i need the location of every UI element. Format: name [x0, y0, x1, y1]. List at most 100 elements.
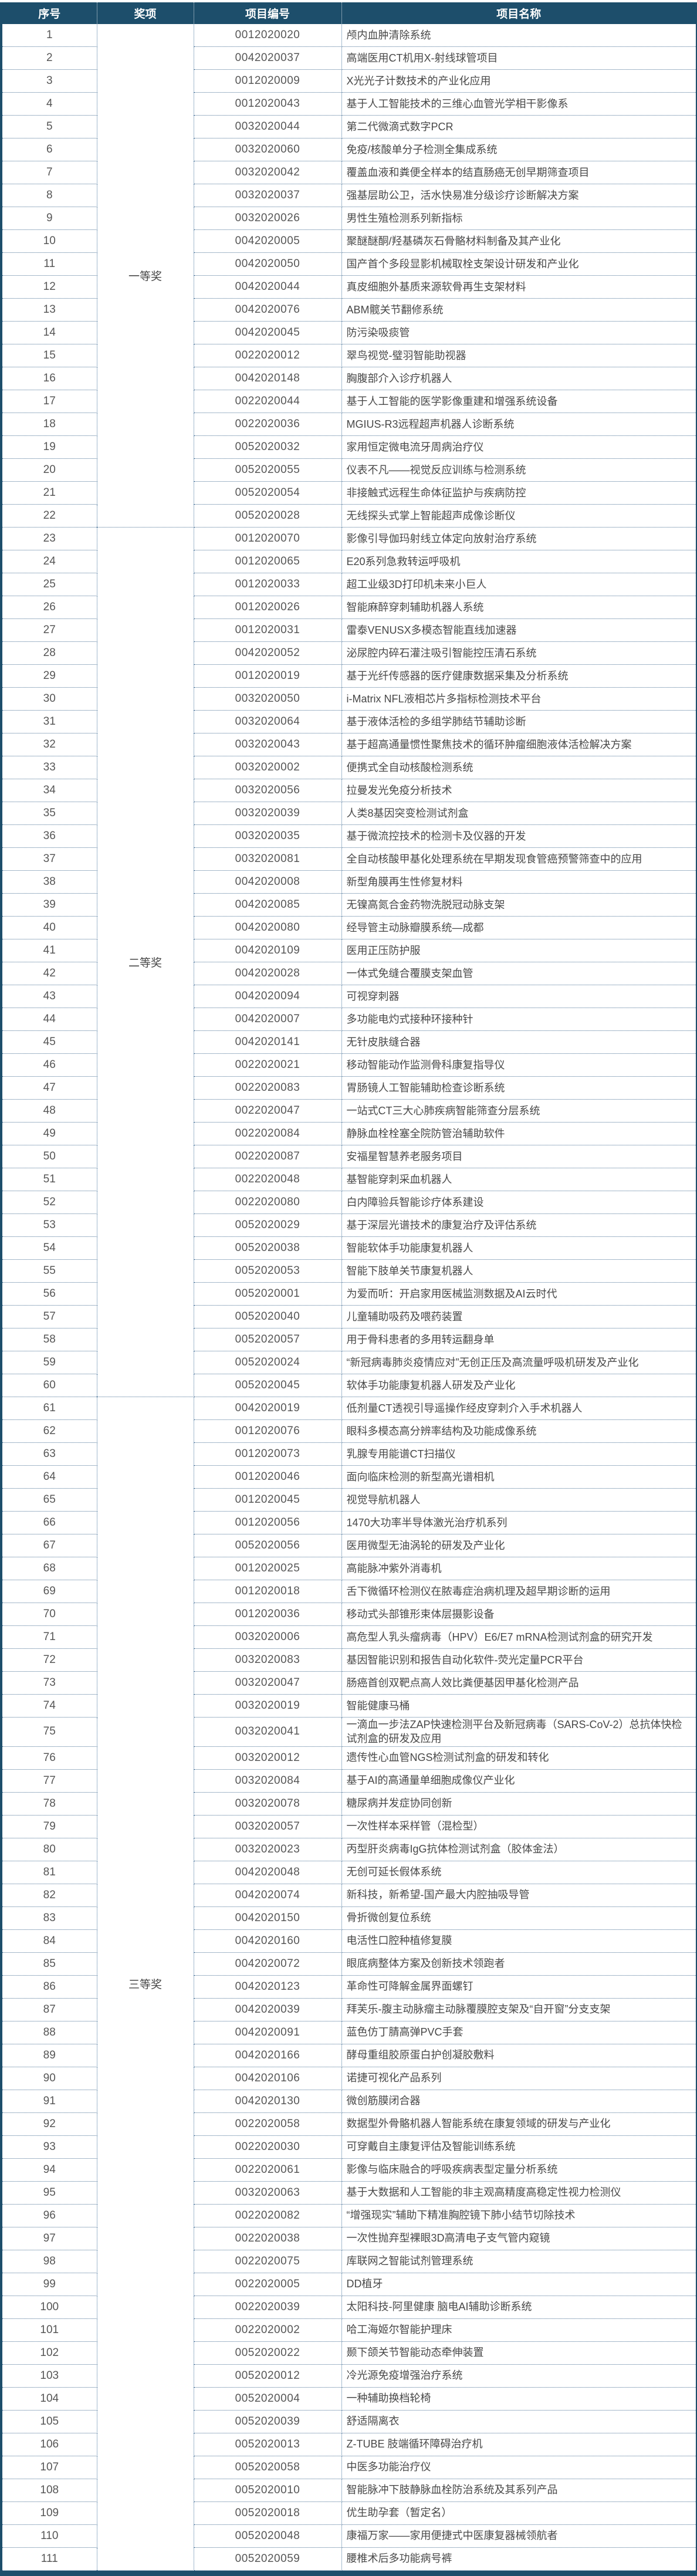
cell-name: 基于人工智能的医学影像重建和增强系统设备: [341, 390, 696, 413]
table-row: 73 0032020047 肠癌首创双靶点高人效比粪便基因甲基化检测产品: [2, 1671, 696, 1695]
cell-seq: 109: [2, 2501, 97, 2525]
cell-code: 0032020081: [194, 847, 342, 871]
cell-seq: 7: [2, 161, 97, 184]
cell-name: 一次性样本采样管（混检型）: [341, 1815, 696, 1838]
table-row: 105 0052020039 舒适隔离衣: [2, 2410, 696, 2433]
cell-name: 一次性抛弃型裸眼3D高清电子支气管内窥镜: [341, 2227, 696, 2250]
cell-name: “增强现实”辅助下精准胸腔镜下肺小结节切除技术: [341, 2204, 696, 2227]
cell-code: 0042020008: [194, 870, 342, 894]
cell-code: 0042020130: [194, 2090, 342, 2113]
cell-code: 0032020043: [194, 733, 342, 756]
cell-code: 0052020024: [194, 1351, 342, 1374]
cell-name: 真皮细胞外基质来源软骨再生支架材料: [341, 275, 696, 299]
cell-code: 0032020083: [194, 1648, 342, 1672]
table-row: 23 二等奖 0012020070 影像引导伽玛射线立体定向放射治疗系统: [2, 527, 696, 1397]
cell-name: 智能软体手功能康复机器人: [341, 1236, 696, 1260]
cell-seq: 93: [2, 2135, 97, 2159]
award-group-label: 一等奖: [97, 24, 194, 528]
table-row: 33 0032020002 便携式全自动核酸检测系统: [2, 756, 696, 779]
cell-code: 0022020061: [194, 2158, 342, 2182]
table-row: 92 0022020058 数据型外骨骼机器人智能系统在康复领域的研发与产业化: [2, 2112, 696, 2136]
table-row: 53 0052020029 基于深层光谱技术的康复治疗及评估系统: [2, 1213, 696, 1237]
cell-name: 诺捷可视化产品系列: [341, 2067, 696, 2090]
table-row: 91 0042020130 微创筋膜闭合器: [2, 2090, 696, 2113]
cell-name: 基于液体活检的多组学肺结节辅助诊断: [341, 710, 696, 733]
cell-name: 一滴血一步法ZAP快速检测平台及新冠病毒（SARS-CoV-2）总抗体快检试剂盒…: [341, 1717, 696, 1747]
cell-name: 蓝色仿丁腈高弹PVC手套: [341, 2021, 696, 2044]
cell-name: 舒适隔离衣: [341, 2410, 696, 2433]
cell-name: 静脉血栓栓塞全院防管治辅助软件: [341, 1122, 696, 1145]
cell-seq: 2: [2, 46, 97, 70]
cell-name: 基于超高通量惯性聚焦技术的循环肿瘤细胞液体活检解决方案: [341, 733, 696, 756]
cell-seq: 10: [2, 229, 97, 253]
cell-seq: 24: [2, 550, 97, 573]
cell-seq: 22: [2, 504, 97, 528]
cell-code: 0032020063: [194, 2181, 342, 2205]
cell-name: 影像引导伽玛射线立体定向放射治疗系统: [341, 527, 696, 550]
cell-seq: 29: [2, 664, 97, 688]
cell-name: 高端医用CT机用X-射线球管项目: [341, 46, 696, 70]
cell-code: 0052020022: [194, 2341, 342, 2365]
cell-seq: 42: [2, 962, 97, 985]
cell-seq: 87: [2, 1998, 97, 2021]
cell-seq: 4: [2, 92, 97, 116]
cell-code: 0052020045: [194, 1374, 342, 1397]
table-row: 42 0042020028 一体式免缝合覆膜支架血管: [2, 962, 696, 985]
cell-seq: 35: [2, 802, 97, 825]
cell-seq: 13: [2, 298, 97, 322]
cell-name: 拜芙乐-腹主动脉瘤主动脉覆膜腔支架及“自开窗”分支支架: [341, 1998, 696, 2021]
table-row: 36 0032020035 基于微流控技术的检测卡及仪器的开发: [2, 824, 696, 848]
cell-code: 0032020039: [194, 802, 342, 825]
cell-name: 基于AI的高通量单细胞成像仪产业化: [341, 1769, 696, 1793]
cell-name: 国产首个多段显影机械取栓支架设计研发和产业化: [341, 252, 696, 276]
cell-name: 医用微型无油涡轮的研发及产业化: [341, 1534, 696, 1557]
cell-code: 0012020019: [194, 664, 342, 688]
cell-seq: 85: [2, 1952, 97, 1976]
cell-seq: 66: [2, 1511, 97, 1534]
cell-code: 0052020010: [194, 2479, 342, 2502]
cell-name: 基于人工智能技术的三维心血管光学相干影像系: [341, 92, 696, 116]
col-header-name: 项目名称: [341, 2, 696, 24]
cell-name: 面向临床检测的新型高光谱相机: [341, 1465, 696, 1489]
cell-name: 泌尿腔内碎石灌注吸引智能控压清石系统: [341, 641, 696, 665]
cell-seq: 46: [2, 1053, 97, 1077]
table-row: 35 0032020039 人类8基因突变检测试剂盒: [2, 802, 696, 825]
cell-name: 可视穿刺器: [341, 985, 696, 1008]
cell-name: 无针皮肤缝合器: [341, 1030, 696, 1054]
cell-seq: 71: [2, 1625, 97, 1649]
cell-seq: 61: [2, 1397, 97, 1420]
cell-code: 0012020018: [194, 1580, 342, 1603]
cell-name: 全自动核酸甲基化处理系统在早期发现食管癌预警筛查中的应用: [341, 847, 696, 871]
cell-seq: 6: [2, 138, 97, 161]
cell-seq: 94: [2, 2158, 97, 2182]
cell-code: 0042020085: [194, 893, 342, 917]
cell-seq: 19: [2, 435, 97, 459]
cell-seq: 12: [2, 275, 97, 299]
table-row: 47 0022020083 胃肠镜人工智能辅助检查诊断系统: [2, 1076, 696, 1100]
cell-seq: 111: [2, 2547, 97, 2571]
table-row: 5 0032020044 第二代微滴式数字PCR: [2, 115, 696, 138]
cell-name: 无镍高氮合金药物洗脱冠动脉支架: [341, 893, 696, 917]
cell-seq: 60: [2, 1374, 97, 1397]
cell-name: 基于大数据和人工智能的非主观高精度高稳定性视力检测仪: [341, 2181, 696, 2205]
cell-name: 影像与临床融合的呼吸疾病表型定量分析系统: [341, 2158, 696, 2182]
cell-name: 哈工海姬尔智能护理床: [341, 2318, 696, 2342]
cell-code: 0032020044: [194, 115, 342, 138]
cell-seq: 53: [2, 1213, 97, 1237]
cell-code: 0042020045: [194, 321, 342, 344]
cell-code: 0022020044: [194, 390, 342, 413]
cell-code: 0032020047: [194, 1671, 342, 1695]
cell-name: 糖尿病并发症协同创新: [341, 1792, 696, 1816]
cell-code: 0042020141: [194, 1030, 342, 1054]
cell-code: 0052020001: [194, 1282, 342, 1306]
table-row: 51 0022020048 基智能穿刺采血机器人: [2, 1168, 696, 1191]
table-row: 3 0012020009 X光光子计数技术的产业化应用: [2, 69, 696, 93]
cell-name: 基因智能识别和报告自动化软件-荧光定量PCR平台: [341, 1648, 696, 1672]
table-row: 89 0042020166 酵母重组胶原蛋白护创凝胶敷料: [2, 2044, 696, 2067]
table-row: 55 0052020053 智能下肢单关节康复机器人: [2, 1259, 696, 1283]
cell-name: 1470大功率半导体激光治疗机系列: [341, 1511, 696, 1534]
cell-code: 0032020050: [194, 687, 342, 711]
cell-code: 0042020007: [194, 1008, 342, 1031]
cell-seq: 34: [2, 779, 97, 802]
cell-name: 智能下肢单关节康复机器人: [341, 1259, 696, 1283]
